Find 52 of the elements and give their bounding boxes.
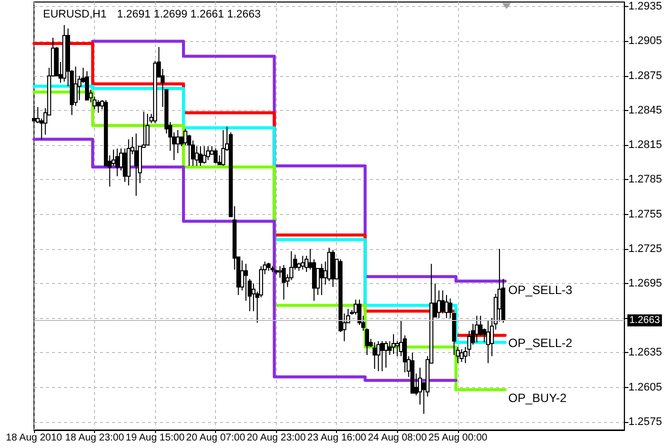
candlestick: [214, 148, 218, 164]
candlestick: [74, 66, 78, 106]
candlestick: [244, 263, 248, 302]
candlestick: [202, 146, 206, 164]
y-tick-label: 1.2875: [628, 70, 662, 82]
y-tick-label: 1.2605: [628, 381, 662, 394]
candlestick: [395, 340, 400, 357]
x-tick-label: 20 Aug 23:00: [246, 432, 306, 444]
x-tick-label: 18 Aug 2010: [6, 432, 63, 444]
y-tick-label: 1.2635: [628, 346, 662, 359]
candlestick: [115, 148, 120, 177]
y-tick-label: 1.2725: [628, 242, 662, 255]
candlestick: [134, 133, 138, 196]
candlestick: [372, 342, 377, 370]
x-tick-label: 18 Aug 23:00: [65, 432, 124, 444]
y-tick-label: 1.2755: [628, 208, 662, 220]
candlestick: [440, 290, 445, 314]
candlestick: [198, 146, 203, 166]
y-tick-label: 1.2575: [628, 416, 662, 428]
x-tick-label: 19 Aug 15:00: [126, 432, 186, 444]
candlestick: [320, 263, 324, 296]
candlestick: [206, 146, 210, 161]
candlestick: [376, 340, 380, 372]
candlestick: [84, 70, 89, 101]
candlestick: [460, 348, 464, 362]
y-tick-label: 1.2815: [628, 139, 662, 152]
candlestick: [146, 113, 150, 146]
text: 1.2691 1.2699 1.2661 1.2663: [117, 8, 261, 20]
annotation: OP_SELL-2: [508, 336, 573, 350]
y-tick-label: 1.2905: [628, 35, 662, 48]
y-tick-label: 1.2785: [628, 174, 662, 186]
x-tick-label: 20 Aug 07:00: [186, 432, 246, 444]
annotation: OP_BUY-2: [508, 391, 567, 405]
x-tick-label: 23 Aug 16:00: [307, 432, 367, 444]
y-tick-label: 1.2695: [628, 277, 662, 290]
candlestick: [176, 130, 180, 154]
candlestick: [282, 264, 286, 300]
x-tick-label: 25 Aug 00:00: [428, 432, 488, 444]
candlestick: [486, 320, 490, 364]
candlestick: [380, 340, 384, 372]
annotation: OP_SELL-3: [508, 283, 573, 297]
x-tick-label: 24 Aug 08:00: [368, 432, 428, 444]
candlestick: [392, 334, 396, 354]
y-tick-label: 1.2845: [628, 104, 662, 116]
candlestick: [444, 294, 448, 319]
text: EURUSD,H1: [43, 8, 107, 20]
candlestick: [300, 255, 305, 270]
candlestick: [221, 130, 226, 166]
ref-line-label: 1.2663: [629, 314, 660, 326]
y-tick-label: 1.2935: [628, 0, 662, 13]
candlestick: [96, 100, 100, 114]
candlestick: [384, 340, 388, 368]
